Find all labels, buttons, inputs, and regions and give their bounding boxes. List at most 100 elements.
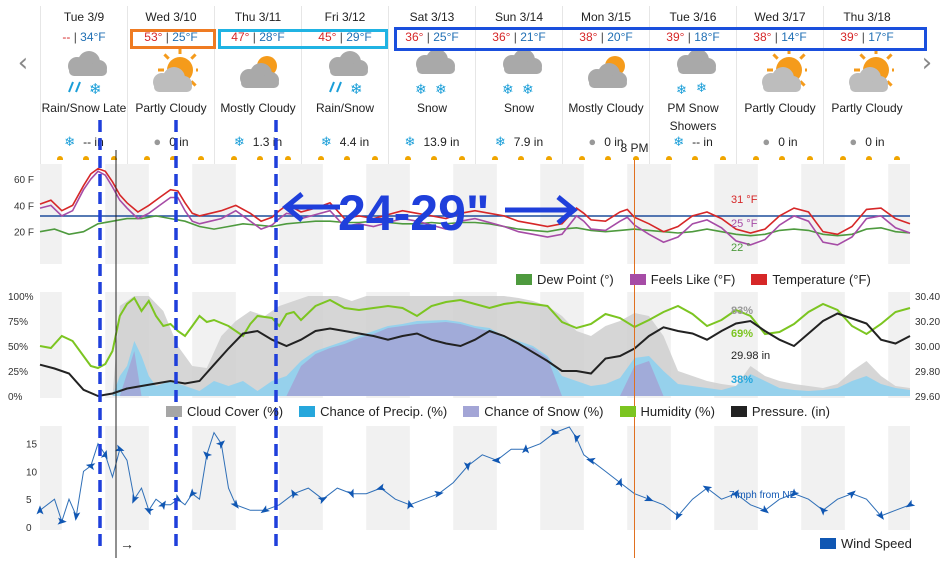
- wind-direction-arrow: [643, 494, 654, 502]
- day-column[interactable]: Mon 3/15 38° | 20°F Mostly Cloudy ● 0 in: [562, 6, 649, 164]
- wind-direction-arrow: [875, 510, 884, 520]
- snow-icon: ❄ ❄: [494, 48, 546, 98]
- wind-arrow-head: [114, 444, 125, 452]
- wind-direction-arrow: [846, 490, 856, 499]
- next-days-arrow[interactable]: ›: [921, 48, 933, 78]
- day-temps: 53° | 25°F: [128, 30, 214, 44]
- wind-arrow-head: [57, 517, 67, 525]
- wind-direction-arrow: [73, 511, 81, 521]
- legend-swatch: [463, 406, 480, 417]
- day-column[interactable]: Wed 3/10 53° | 25°F Partly Cloudy ● 0 in: [127, 6, 214, 164]
- legend-item[interactable]: Wind Speed: [820, 536, 912, 551]
- legend-item[interactable]: Feels Like (°F): [629, 272, 735, 287]
- previous-days-arrow[interactable]: ‹: [17, 48, 29, 78]
- day-column[interactable]: Wed 3/17 38° | 14°F Partly Cloudy ● 0 in: [736, 6, 823, 164]
- sun-marker: [579, 156, 585, 160]
- legend-item[interactable]: Dew Point (°): [516, 272, 614, 287]
- sun-marker: [111, 156, 117, 160]
- wind-arrow-head: [675, 510, 683, 521]
- precip-amount: 4.4 in: [339, 135, 370, 149]
- day-precip: ● 0 in: [737, 134, 823, 149]
- night-band: [388, 164, 410, 264]
- legend-label: Humidity (%): [640, 404, 715, 419]
- svg-text:❄: ❄: [676, 82, 687, 97]
- night-band: [388, 426, 410, 530]
- wind-arrow-head: [434, 490, 444, 498]
- right-arrow-annotation: [505, 195, 578, 225]
- legend-item[interactable]: Cloud Cover (%): [166, 404, 283, 419]
- sky-legend: Cloud Cover (%) Chance of Precip. (%) Chan…: [150, 404, 830, 419]
- pressure-axis-tick: 30.20: [915, 317, 940, 328]
- wind-direction-arrow: [215, 440, 225, 449]
- time-marker-label: 8 PM: [621, 141, 649, 155]
- sun-marker: [83, 156, 89, 160]
- svg-text:❄: ❄: [696, 80, 707, 95]
- wind-axis-tick: 15: [26, 440, 38, 451]
- daily-forecast-strip: Tue 3/9 -- | 34°F ❄ Rain/Snow Late ❄ -- in Wed…: [40, 6, 910, 164]
- sun-marker: [546, 156, 552, 160]
- wind-arrow-head: [550, 428, 560, 436]
- wind-direction-arrow: [586, 457, 596, 465]
- low-temp: 25°F: [172, 30, 198, 44]
- wind-speed-line: [39, 426, 911, 524]
- day-condition: Rain/Snow: [315, 101, 375, 115]
- night-band: [214, 164, 236, 264]
- pressure-axis-tick: 29.80: [915, 367, 940, 378]
- sun-marker: [605, 156, 611, 160]
- sun-marker: [372, 156, 378, 160]
- sun-marker: [144, 156, 150, 160]
- wind-arrow-head: [643, 494, 654, 502]
- scroll-right-arrow: →: [120, 536, 134, 552]
- wind-direction-arrow: [317, 497, 328, 505]
- day-column[interactable]: Thu 3/11 47° | 28°F Mostly Cloudy ❄ 1.3 in: [214, 6, 301, 164]
- high-temp: 39°: [840, 30, 859, 44]
- wind-arrow-head: [36, 505, 44, 515]
- sun-marker: [807, 156, 813, 160]
- night-band: [888, 164, 910, 264]
- day-column[interactable]: Sat 3/13 36° | 25°F ❄ ❄ Snow ❄ 13.9 in: [388, 6, 475, 164]
- legend-item[interactable]: Chance of Precip. (%): [299, 404, 447, 419]
- wind-direction-arrow: [375, 483, 386, 491]
- sun-marker: [866, 156, 872, 160]
- temp-legend: Dew Point (°) Feels Like (°F) Temperature …: [500, 272, 871, 287]
- high-temp: 47°: [231, 30, 250, 44]
- precip-amount: 13.9 in: [423, 135, 460, 149]
- sun-marker: [318, 156, 324, 160]
- legend-item[interactable]: Pressure. (in): [730, 404, 830, 419]
- day-column[interactable]: Thu 3/18 39° | 17°F Partly Cloudy ● 0 in: [823, 6, 910, 164]
- wind-arrow-head: [215, 440, 225, 449]
- day-column[interactable]: Fri 3/12 45° | 29°F ❄ Rain/Snow ❄ 4.4 in: [301, 6, 388, 164]
- wind-direction-arrow: [491, 456, 501, 464]
- high-temp: 36°: [405, 30, 424, 44]
- day-temps: 38° | 14°F: [737, 30, 823, 44]
- day-column[interactable]: Sun 3/14 36° | 21°F ❄ ❄ Snow ❄ 7.9 in: [475, 6, 562, 164]
- legend-item[interactable]: Chance of Snow (%): [463, 404, 604, 419]
- feels-like-line: [39, 170, 911, 246]
- dew-point-line: [39, 215, 911, 237]
- sun-marker: [198, 156, 204, 160]
- mostly-cloudy-icon: [581, 48, 633, 98]
- day-date: Fri 3/12: [324, 10, 366, 24]
- day-date: Wed 3/17: [754, 10, 806, 24]
- legend-item[interactable]: Humidity (%): [619, 404, 715, 419]
- partly-cloudy-icon: [146, 48, 202, 98]
- legend-label: Pressure. (in): [751, 404, 830, 419]
- snow-total-annotation: 24-29": [338, 185, 490, 241]
- temp-separator: |: [858, 30, 869, 44]
- day-precip: ❄ 13.9 in: [389, 134, 475, 150]
- low-temp: 34°F: [80, 30, 106, 44]
- legend-item[interactable]: Temperature (°F): [751, 272, 871, 287]
- wind-direction-arrow: [573, 433, 581, 444]
- day-column[interactable]: Tue 3/16 39° | 18°F ❄ ❄ PM Snow Showers ❄ -- i…: [649, 6, 736, 164]
- snow-showers-icon: ❄ ❄: [668, 48, 720, 98]
- low-temp: 20°F: [607, 30, 633, 44]
- wind-arrow-head: [317, 497, 328, 505]
- temp-separator: |: [771, 30, 782, 44]
- wind-arrow-head: [586, 457, 596, 465]
- sky-axis-tick: 0%: [8, 392, 23, 403]
- wind-arrow-head: [759, 505, 769, 514]
- day-column[interactable]: Tue 3/9 -- | 34°F ❄ Rain/Snow Late ❄ -- in: [40, 6, 127, 164]
- legend-swatch: [299, 406, 316, 417]
- legend-swatch: [629, 274, 646, 285]
